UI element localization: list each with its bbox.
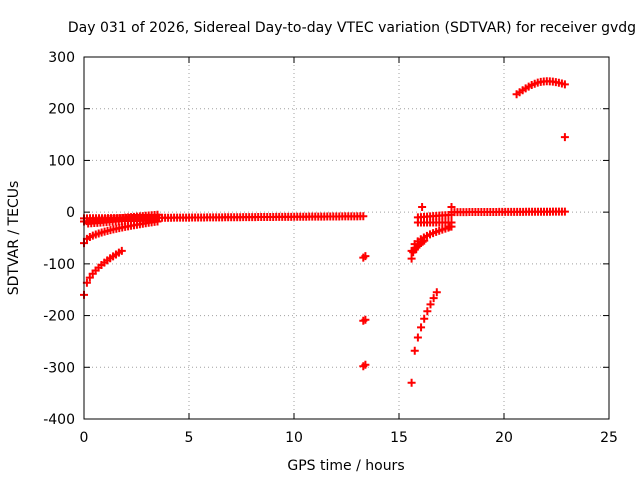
data-point [447,202,456,211]
data-point [429,294,438,303]
grid [84,57,609,419]
data-point [432,288,441,297]
data-point [420,314,429,323]
chart-title: Day 031 of 2026, Sidereal Day-to-day VTE… [68,20,636,36]
y-tick-label: -100 [43,257,75,273]
x-tick-label: 0 [80,430,89,446]
data-point [359,253,368,262]
data-point [423,307,432,316]
x-tick-label: 15 [390,430,408,446]
data-point [560,80,569,89]
data-point [359,212,368,221]
y-axis-label: SDTVAR / TECUs [6,181,22,296]
x-tick-label: 20 [495,430,513,446]
axis-ticks: 0 5 10 15 20 25 -400 -300 -200 -100 0 100 200 300 [43,50,618,446]
y-tick-label: 0 [66,205,75,221]
data-point [407,254,416,263]
data-point [560,207,569,216]
y-tick-label: -300 [43,360,75,376]
data-point [407,378,416,387]
data-point [417,323,426,332]
data-point [418,237,427,246]
plot-frame [83,56,610,420]
x-axis-label: GPS time / hours [287,458,404,474]
x-tick-label: 25 [600,430,618,446]
y-tick-label: -400 [43,412,75,428]
y-tick-label: 100 [48,153,75,169]
data-point [359,362,368,371]
data-point [410,346,419,355]
x-tick-label: 5 [185,430,194,446]
y-tick-label: 200 [48,102,75,118]
x-tick-label: 10 [285,430,303,446]
data-point [413,333,422,342]
data-point [426,300,435,309]
data-point [153,217,162,226]
data-point [420,236,429,245]
data-point [418,202,427,211]
data-point [560,133,569,142]
data-series [80,77,569,387]
data-point [359,316,368,325]
data-point [117,246,126,255]
data-point [445,222,454,231]
y-tick-label: 300 [48,50,75,66]
y-tick-label: -200 [43,309,75,325]
